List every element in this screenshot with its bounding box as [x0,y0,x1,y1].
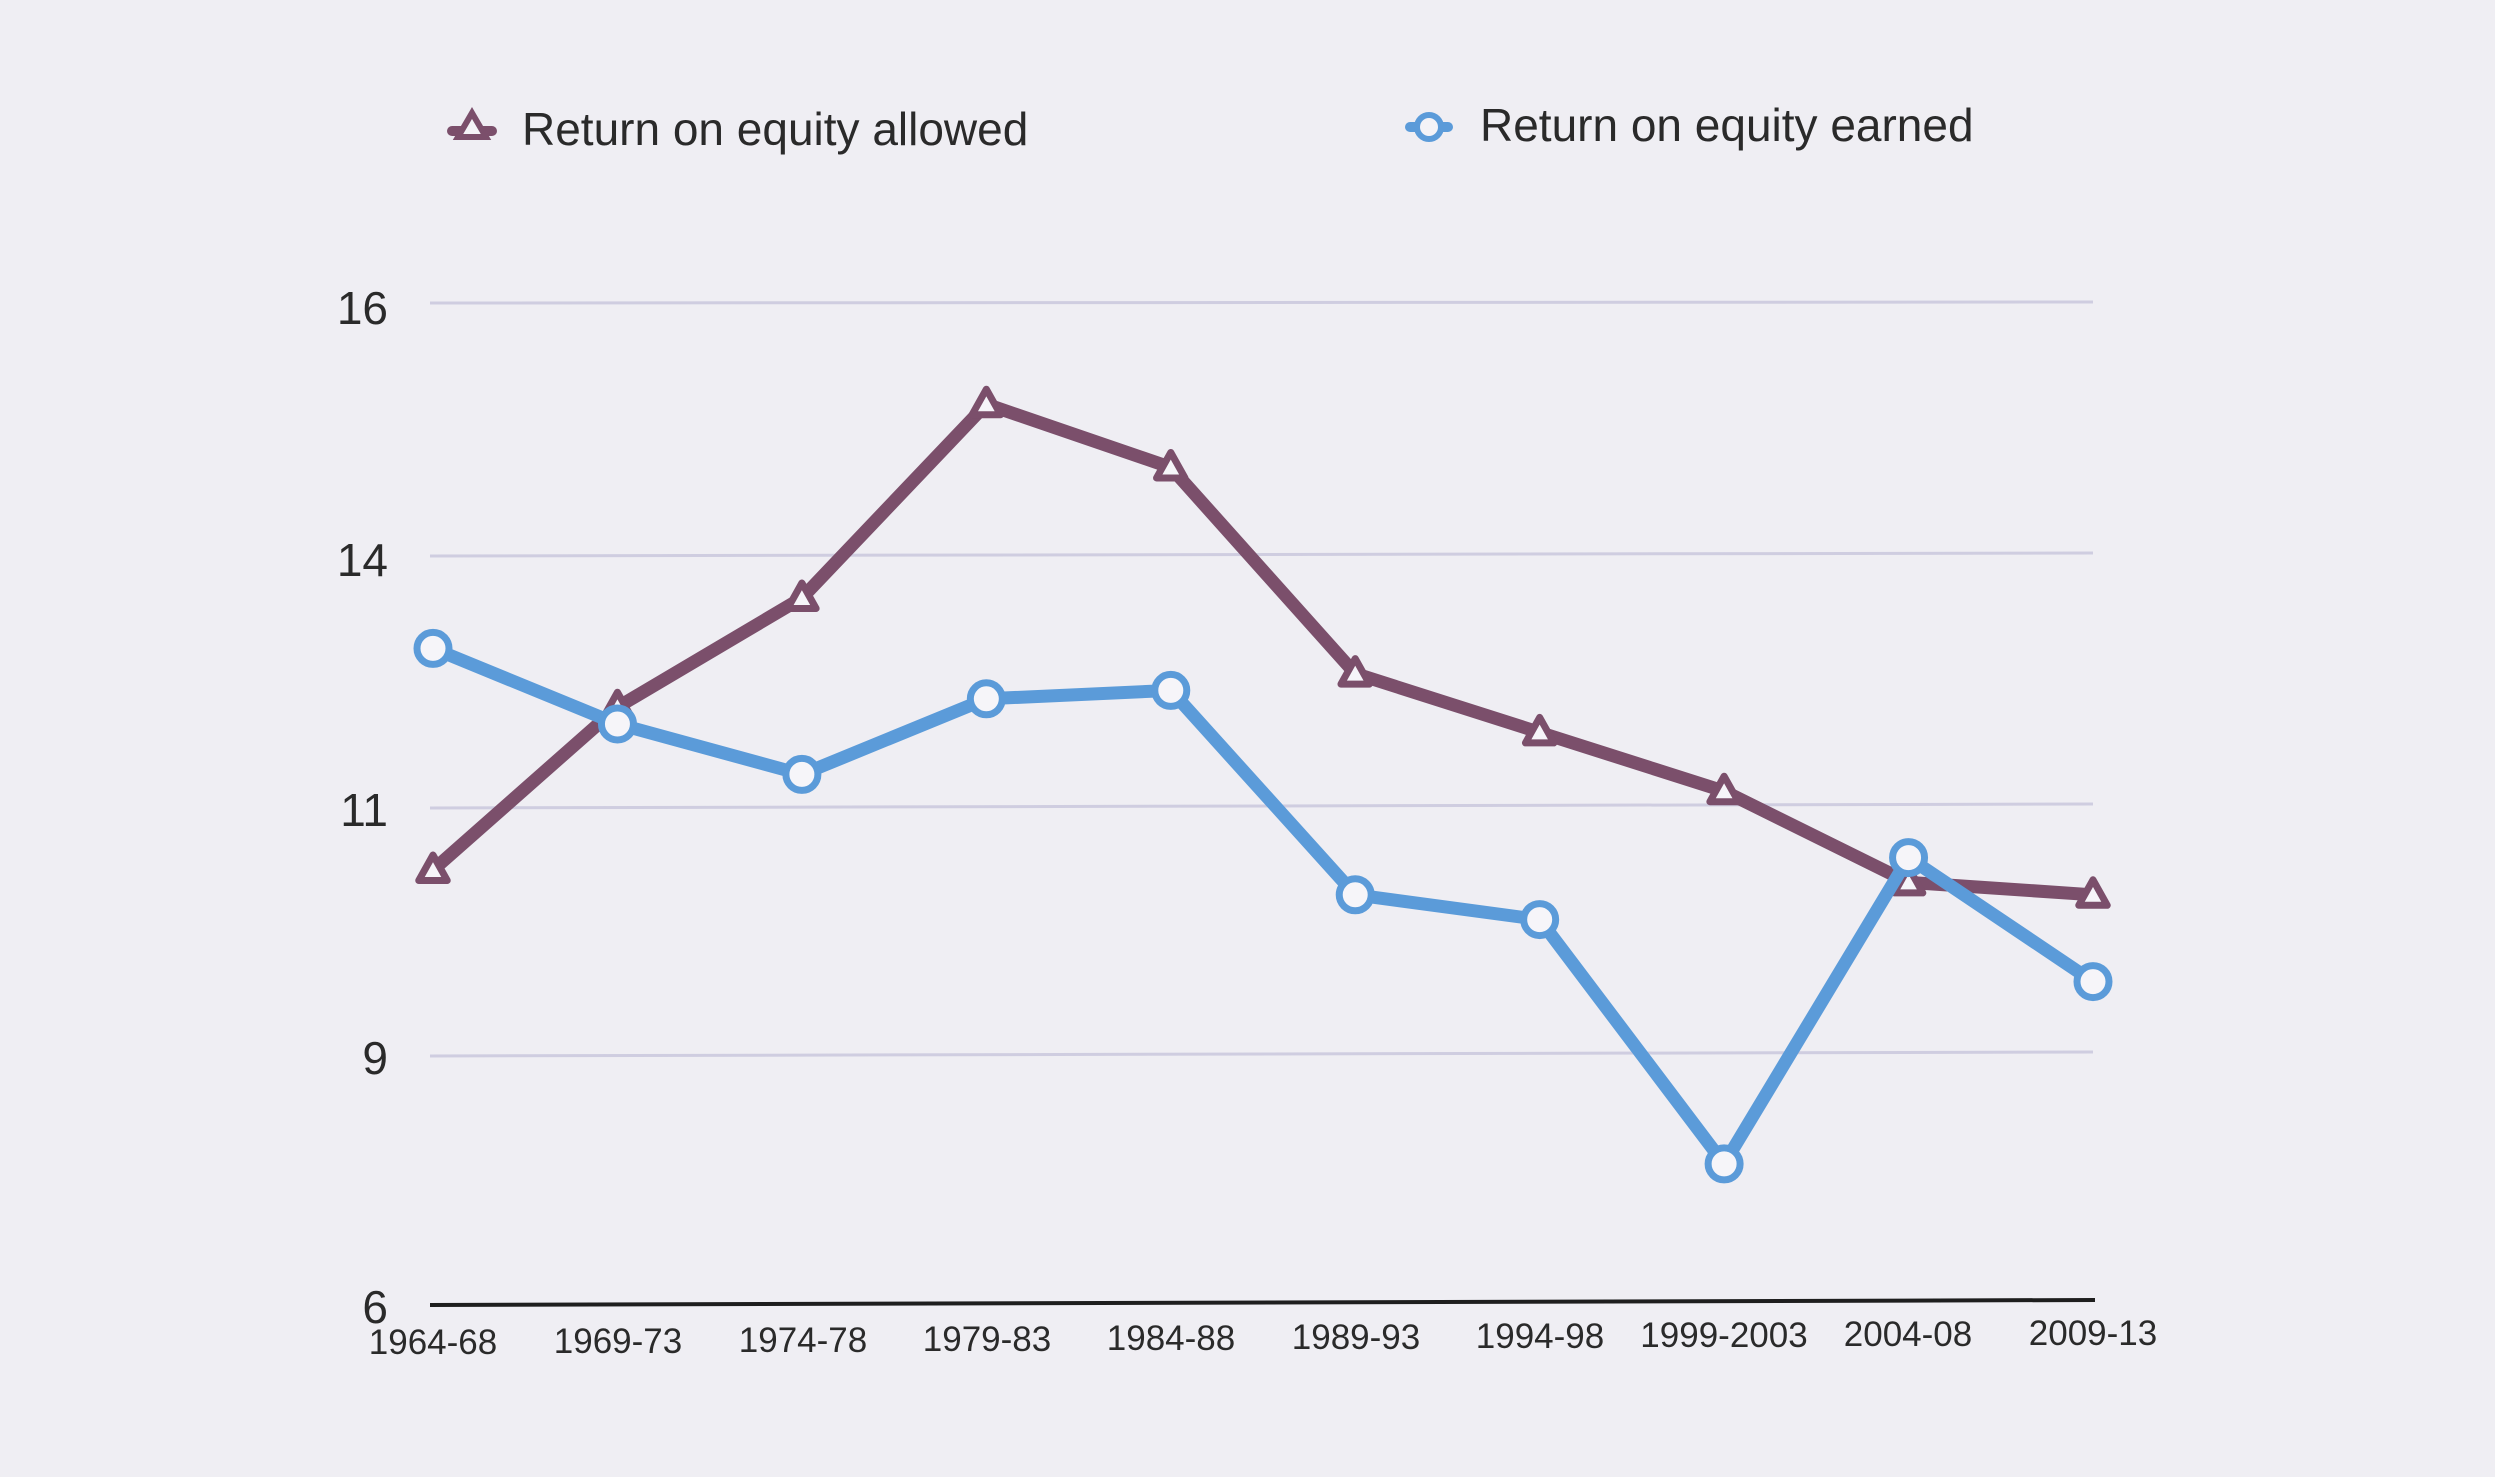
data-point-allowed [1337,655,1373,688]
data-point-allowed [1706,772,1742,806]
circle-marker-icon [1414,112,1444,142]
data-point-earned [1520,900,1560,940]
x-tick-label: 1994-98 [1476,1317,1604,1356]
gridlines [429,300,2094,1058]
data-point-allowed [1153,448,1189,482]
y-tick-label: 6 [362,1281,388,1333]
legend-label-earned: Return on equity earned [1480,99,1974,151]
x-axis-line [429,1298,2096,1307]
x-tick-label: 1984-88 [1107,1319,1235,1358]
data-point-earned [1151,670,1191,710]
legend: Return on equity allowed Return on equit… [447,99,1974,155]
gridline-14 [429,551,2094,558]
series-line-earned [426,641,2100,1171]
legend-item-allowed: Return on equity allowed [447,103,1028,155]
gridline-11 [429,802,2094,810]
data-point-earned [782,754,822,794]
series-layer [413,385,2113,1184]
data-point-earned [1704,1144,1744,1184]
y-tick-label: 9 [362,1032,388,1084]
gridline-16 [429,300,2094,305]
y-tick-label: 14 [337,534,388,586]
data-point-earned [1889,838,1929,878]
data-point-earned [1335,875,1375,915]
data-point-earned [413,628,453,668]
y-tick-label: 11 [340,784,388,836]
data-point-earned [2073,962,2113,1002]
gridline-9 [429,1050,2094,1058]
x-tick-label: 1999-2003 [1640,1316,1807,1355]
data-point-earned [597,704,637,744]
x-tick-label: 1964-68 [369,1323,497,1362]
x-tick-label: 1974-78 [739,1321,867,1360]
data-point-earned [966,679,1006,719]
data-point-allowed [415,851,451,884]
y-tick-label: 16 [337,282,388,334]
data-point-allowed [1521,713,1558,747]
x-tick-label: 2004-08 [1844,1315,1972,1354]
x-axis-labels: 1964-68 1969-73 1974-78 1979-83 1984-88 … [369,1314,2157,1362]
data-point-allowed [784,579,820,612]
data-point-allowed [968,385,1005,419]
legend-item-earned: Return on equity earned [1405,99,1974,151]
data-point-allowed [2075,876,2111,909]
x-tick-label: 1969-73 [554,1322,682,1361]
y-axis-labels: 16 14 11 9 6 [337,282,388,1333]
series-line-allowed [426,397,2100,902]
x-tick-label: 1979-83 [923,1320,1051,1359]
legend-label-allowed: Return on equity allowed [522,103,1028,155]
x-tick-label: 2009-13 [2029,1314,2157,1353]
triangle-marker-icon [452,107,492,140]
x-tick-label: 1989-93 [1292,1318,1420,1357]
